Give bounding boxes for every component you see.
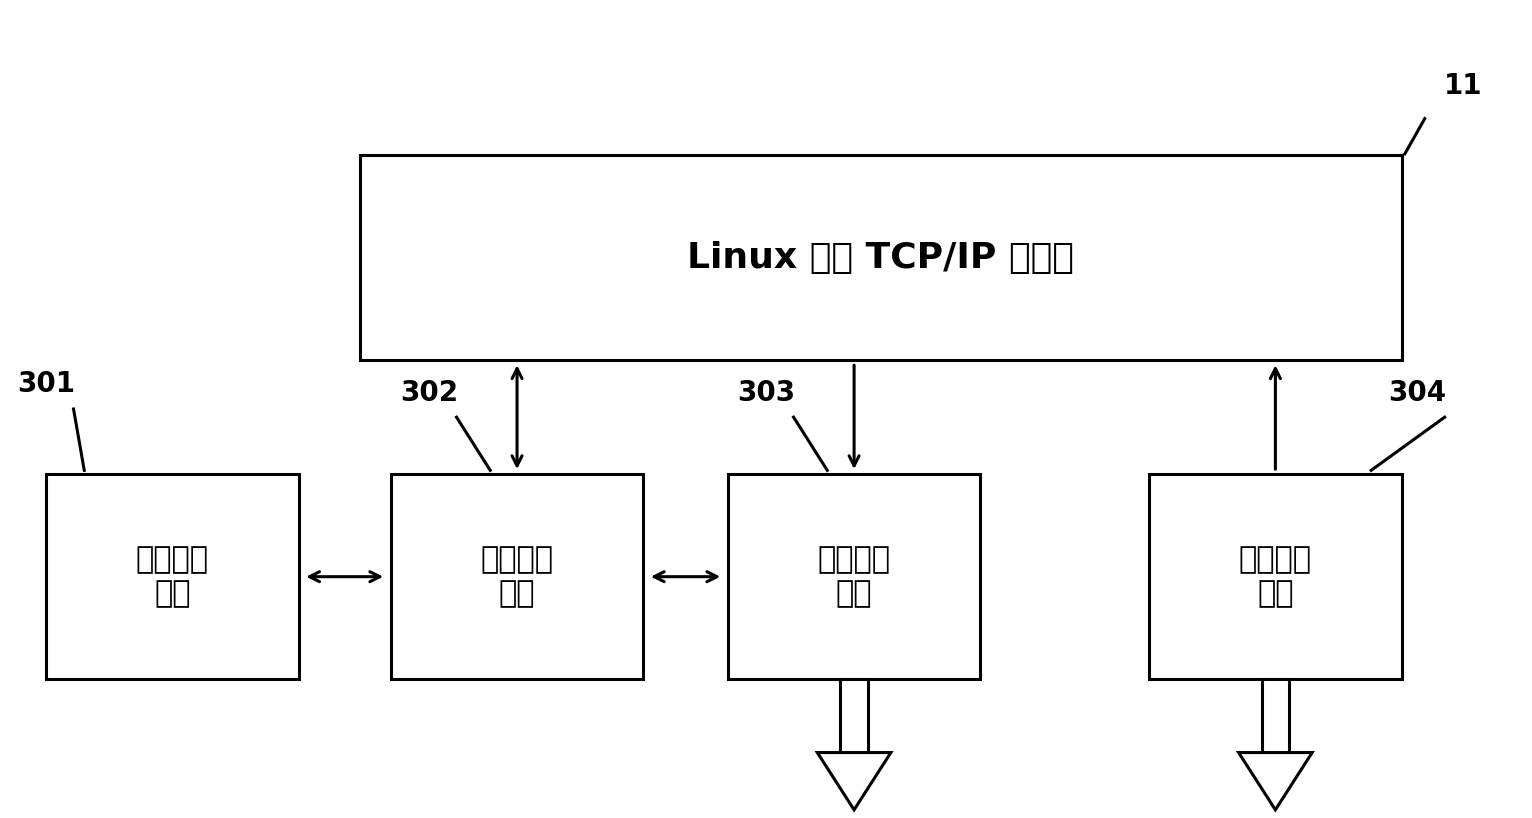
Bar <box>46 474 299 679</box>
Text: 303: 303 <box>737 379 795 407</box>
Text: 302: 302 <box>400 379 458 407</box>
Bar <box>391 474 643 679</box>
Polygon shape <box>818 753 892 810</box>
Text: 304: 304 <box>1388 379 1446 407</box>
Text: 设备控制
模块: 设备控制 模块 <box>136 546 208 608</box>
Text: 11: 11 <box>1443 72 1483 100</box>
Text: 消息接收
模块: 消息接收 模块 <box>1239 546 1311 608</box>
Bar <box>728 474 980 679</box>
Text: 消息分析
模块: 消息分析 模块 <box>481 546 553 608</box>
Bar <box>360 155 1402 360</box>
Text: Linux 内核 TCP/IP 协议栈: Linux 内核 TCP/IP 协议栈 <box>688 240 1074 275</box>
Polygon shape <box>1239 753 1313 810</box>
Polygon shape <box>840 679 867 753</box>
Text: 消息发送
模块: 消息发送 模块 <box>818 546 890 608</box>
Bar <box>1149 474 1402 679</box>
Polygon shape <box>1262 679 1290 753</box>
Text: 301: 301 <box>17 371 75 398</box>
